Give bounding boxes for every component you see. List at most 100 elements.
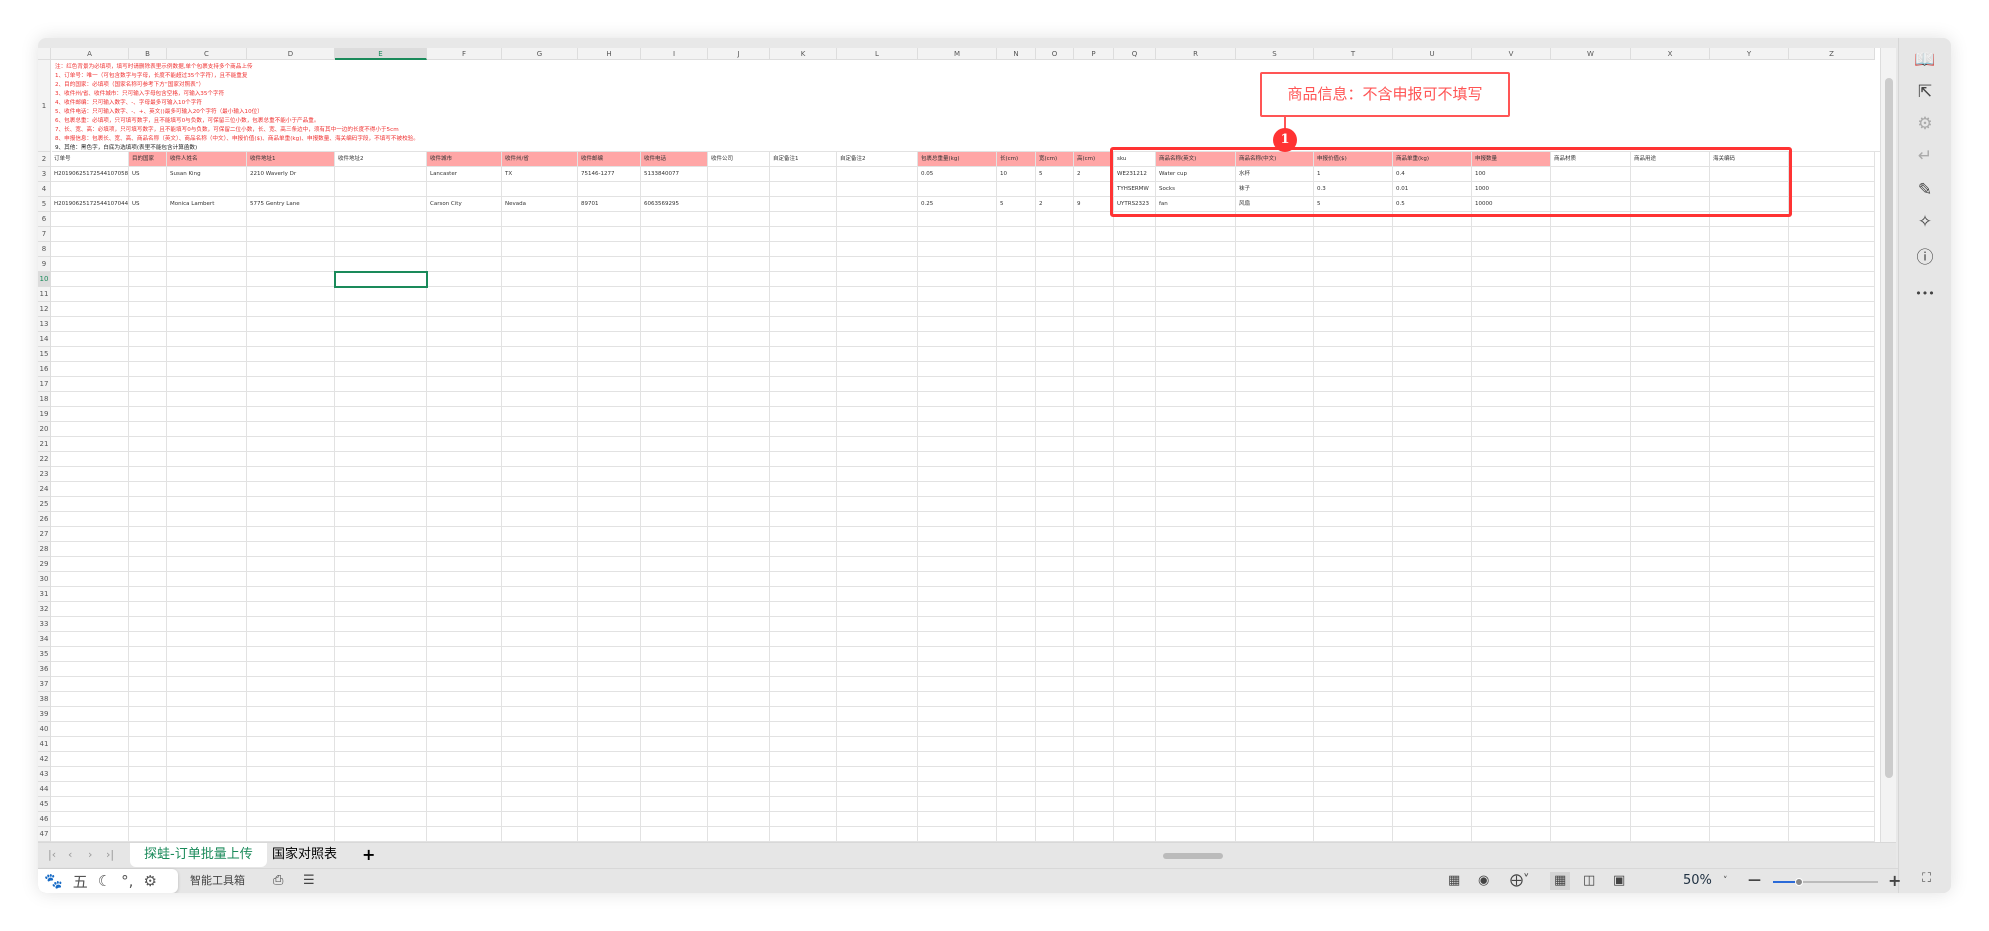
- table-cell[interactable]: [1156, 797, 1236, 812]
- table-cell[interactable]: [1631, 602, 1710, 617]
- table-cell[interactable]: [1036, 467, 1074, 482]
- table-cell[interactable]: [1236, 662, 1314, 677]
- table-cell[interactable]: [1393, 272, 1472, 287]
- table-cell[interactable]: [918, 512, 997, 527]
- table-cell[interactable]: [1074, 812, 1114, 827]
- table-cell[interactable]: [918, 452, 997, 467]
- table-cell[interactable]: [708, 407, 770, 422]
- table-cell[interactable]: [1314, 737, 1393, 752]
- table-cell[interactable]: [1314, 647, 1393, 662]
- table-cell[interactable]: [997, 707, 1036, 722]
- row-header[interactable]: 5: [38, 197, 51, 212]
- table-cell[interactable]: [1036, 182, 1074, 197]
- table-cell[interactable]: [1114, 227, 1156, 242]
- table-cell[interactable]: [167, 692, 247, 707]
- table-cell[interactable]: [918, 812, 997, 827]
- table-cell[interactable]: 10: [997, 167, 1036, 182]
- table-cell[interactable]: [1314, 782, 1393, 797]
- table-cell[interactable]: [167, 662, 247, 677]
- table-cell[interactable]: [335, 167, 427, 182]
- row-header[interactable]: 28: [38, 542, 51, 557]
- table-cell[interactable]: [997, 827, 1036, 842]
- table-cell[interactable]: [770, 737, 837, 752]
- table-cell[interactable]: [578, 422, 641, 437]
- table-cell[interactable]: [578, 467, 641, 482]
- table-cell[interactable]: [1789, 707, 1875, 722]
- table-cell[interactable]: [1236, 332, 1314, 347]
- table-cell[interactable]: [1789, 437, 1875, 452]
- table-cell[interactable]: [837, 257, 918, 272]
- table-cell[interactable]: [1314, 557, 1393, 572]
- table-cell[interactable]: [1789, 572, 1875, 587]
- column-header-J[interactable]: J: [708, 48, 770, 60]
- table-cell[interactable]: [1472, 467, 1551, 482]
- table-cell[interactable]: [1710, 662, 1789, 677]
- table-cell[interactable]: US: [129, 167, 167, 182]
- table-cell[interactable]: [1710, 212, 1789, 227]
- table-cell[interactable]: [1551, 422, 1631, 437]
- table-cell[interactable]: [1114, 587, 1156, 602]
- table-cell[interactable]: [770, 557, 837, 572]
- table-cell[interactable]: [918, 407, 997, 422]
- table-cell[interactable]: [167, 677, 247, 692]
- table-cell[interactable]: 2210 Waverly Dr: [247, 167, 335, 182]
- table-cell[interactable]: [708, 197, 770, 212]
- table-cell[interactable]: [1114, 347, 1156, 362]
- table-cell[interactable]: [578, 827, 641, 842]
- table-cell[interactable]: [1631, 467, 1710, 482]
- table-cell[interactable]: [1074, 302, 1114, 317]
- table-cell[interactable]: [708, 692, 770, 707]
- table-cell[interactable]: [129, 722, 167, 737]
- table-cell[interactable]: [1114, 362, 1156, 377]
- table-cell[interactable]: [1789, 722, 1875, 737]
- table-cell[interactable]: [1236, 797, 1314, 812]
- header-cell[interactable]: 收件人姓名: [167, 152, 247, 167]
- table-cell[interactable]: [1631, 287, 1710, 302]
- table-cell[interactable]: [1236, 647, 1314, 662]
- table-cell[interactable]: 5: [1036, 167, 1074, 182]
- table-cell[interactable]: [1314, 392, 1393, 407]
- table-cell[interactable]: [335, 692, 427, 707]
- punctuation-icon[interactable]: °,: [121, 872, 134, 890]
- table-cell[interactable]: [1631, 167, 1710, 182]
- row-header[interactable]: 13: [38, 317, 51, 332]
- table-cell[interactable]: [1393, 377, 1472, 392]
- table-cell[interactable]: [1631, 767, 1710, 782]
- row-header[interactable]: 43: [38, 767, 51, 782]
- table-cell[interactable]: [1631, 272, 1710, 287]
- table-cell[interactable]: [1314, 512, 1393, 527]
- zoom-out-button[interactable]: —: [1748, 873, 1761, 888]
- table-cell[interactable]: [641, 797, 708, 812]
- table-cell[interactable]: [1156, 242, 1236, 257]
- table-cell[interactable]: [770, 302, 837, 317]
- row-header[interactable]: 9: [38, 257, 51, 272]
- table-cell[interactable]: [1472, 557, 1551, 572]
- table-cell[interactable]: [918, 587, 997, 602]
- table-cell[interactable]: [1710, 377, 1789, 392]
- table-cell[interactable]: [708, 782, 770, 797]
- table-cell[interactable]: [770, 227, 837, 242]
- table-cell[interactable]: [167, 737, 247, 752]
- table-cell[interactable]: [918, 302, 997, 317]
- table-cell[interactable]: [335, 542, 427, 557]
- table-cell[interactable]: [1314, 602, 1393, 617]
- table-cell[interactable]: [1789, 422, 1875, 437]
- table-cell[interactable]: [1710, 272, 1789, 287]
- table-cell[interactable]: [502, 332, 578, 347]
- table-cell[interactable]: WE231212: [1114, 167, 1156, 182]
- table-cell[interactable]: [578, 272, 641, 287]
- table-cell[interactable]: [578, 287, 641, 302]
- table-cell[interactable]: [1114, 317, 1156, 332]
- table-cell[interactable]: [1114, 542, 1156, 557]
- table-cell[interactable]: [1789, 542, 1875, 557]
- table-cell[interactable]: [1789, 347, 1875, 362]
- table-cell[interactable]: [1114, 332, 1156, 347]
- table-cell[interactable]: [641, 752, 708, 767]
- table-cell[interactable]: [1393, 227, 1472, 242]
- table-cell[interactable]: [502, 572, 578, 587]
- table-cell[interactable]: [1789, 332, 1875, 347]
- table-cell[interactable]: [997, 227, 1036, 242]
- table-cell[interactable]: [997, 647, 1036, 662]
- table-cell[interactable]: [1551, 242, 1631, 257]
- table-cell[interactable]: [708, 287, 770, 302]
